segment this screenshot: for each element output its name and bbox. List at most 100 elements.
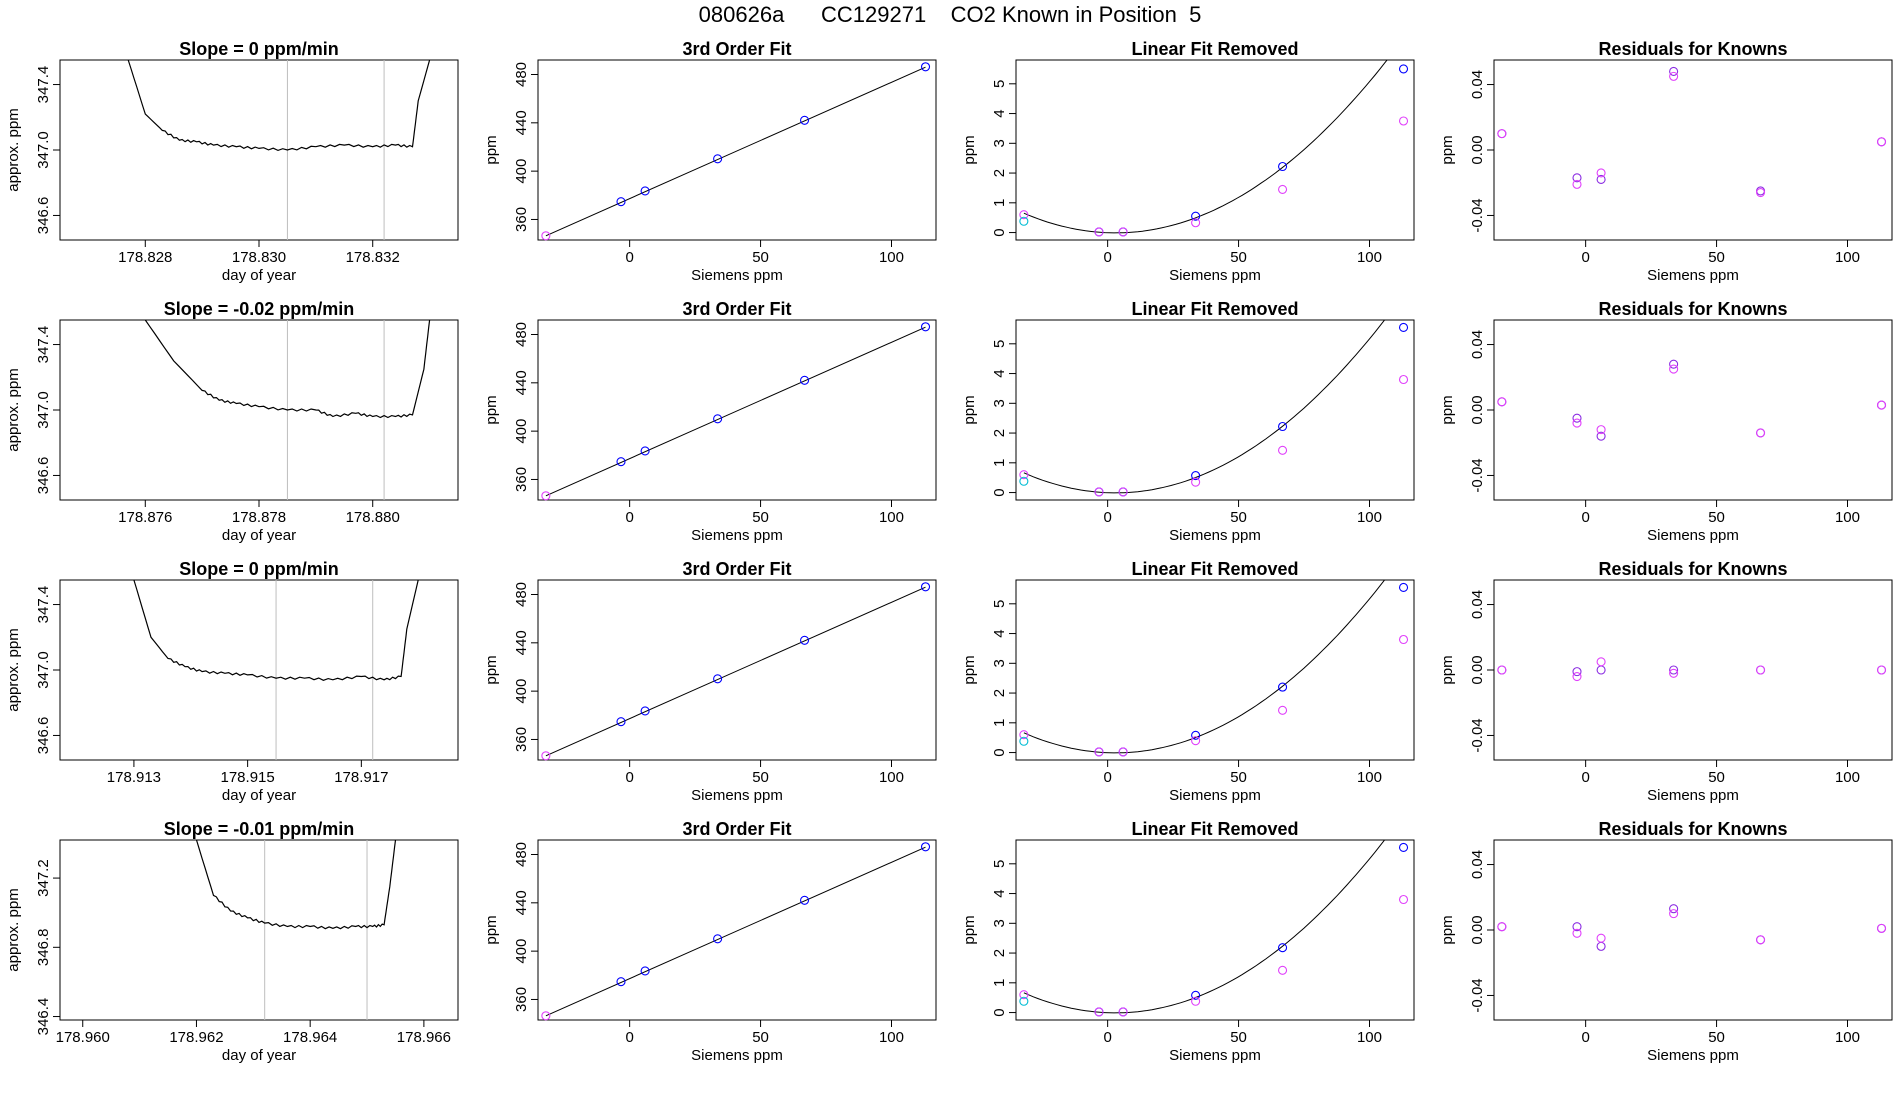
x-tick-label: 0 xyxy=(1581,249,1589,266)
x-axis-label: Siemens ppm xyxy=(1169,1047,1261,1064)
y-tick-label: 347.0 xyxy=(35,391,52,429)
data-point-fit xyxy=(800,375,810,385)
data-point-fit xyxy=(713,674,723,684)
data-point-fit xyxy=(616,717,626,727)
y-axis-label: ppm xyxy=(483,395,500,424)
y-axis-label: ppm xyxy=(1439,915,1456,944)
data-point-magenta xyxy=(1572,179,1582,189)
y-tick-label: 0.04 xyxy=(1469,70,1486,99)
y-tick-label: 0 xyxy=(991,488,1008,496)
plot-frame xyxy=(59,579,459,761)
y-axis-label: ppm xyxy=(483,915,500,944)
x-tick-label: 50 xyxy=(1230,509,1247,526)
data-point-fit xyxy=(616,197,626,207)
y-tick-label: 0.04 xyxy=(1469,850,1486,879)
y-tick-label: 3 xyxy=(991,399,1008,407)
plot-frame xyxy=(59,839,459,1021)
panel-r4-c1: Slope = -0.01 ppm/min 178.960 178.962 178.9… xyxy=(5,819,459,1064)
x-tick-label: 50 xyxy=(752,769,769,786)
x-tick-label: 178.913 xyxy=(107,769,161,786)
data-point-magenta xyxy=(1572,928,1582,938)
y-tick-label: 4 xyxy=(991,889,1008,897)
panel-r3-c1: Slope = 0 ppm/min 178.913 178.915 178.917 34… xyxy=(5,559,459,804)
x-axis-label: day of year xyxy=(222,1047,296,1064)
fit-curve xyxy=(1023,320,1386,494)
plot-frame xyxy=(537,59,937,241)
x-axis-label: Siemens ppm xyxy=(1169,787,1261,804)
y-tick-label: 3 xyxy=(991,919,1008,927)
data-point-low xyxy=(541,491,551,501)
y-tick-label: 3 xyxy=(991,659,1008,667)
data-point-magenta xyxy=(1191,218,1201,228)
data-point-cyan xyxy=(1019,216,1029,226)
data-point-magenta xyxy=(1094,227,1104,237)
data-point-blue xyxy=(1572,173,1582,183)
y-axis-label: ppm xyxy=(961,395,978,424)
data-point-magenta xyxy=(1669,668,1679,678)
data-point-magenta xyxy=(1278,184,1288,194)
data-point-magenta xyxy=(1596,425,1606,435)
data-point-fit xyxy=(713,414,723,424)
x-tick-label: 100 xyxy=(1835,249,1860,266)
x-tick-label: 178.966 xyxy=(397,1029,451,1046)
x-tick-label: 100 xyxy=(1357,249,1382,266)
data-point-magenta xyxy=(1278,965,1288,975)
data-point-magenta xyxy=(1669,364,1679,374)
fit-curve xyxy=(545,326,926,497)
x-tick-label: 178.878 xyxy=(232,509,286,526)
data-point-fit xyxy=(920,322,931,332)
trace-line xyxy=(127,60,431,152)
x-axis-label: Siemens ppm xyxy=(1647,1047,1739,1064)
panel-r4-c2: 3rd Order Fit 0 50 100 360 400 440 480 Siemens p… xyxy=(483,819,937,1064)
x-tick-label: 178.915 xyxy=(221,769,275,786)
panel-title: 3rd Order Fit xyxy=(682,819,791,839)
panel-title: Slope = -0.02 ppm/min xyxy=(164,299,355,319)
data-point-blue xyxy=(1669,359,1679,369)
data-point-blue xyxy=(1596,431,1606,441)
y-axis-label: approx. ppm xyxy=(5,888,22,971)
x-tick-label: 100 xyxy=(1835,1029,1860,1046)
data-point-magenta xyxy=(1572,418,1582,428)
x-tick-label: 178.880 xyxy=(346,509,400,526)
plot-frame xyxy=(59,59,459,241)
panel-title: Residuals for Knowns xyxy=(1598,819,1787,839)
data-point-magenta xyxy=(1094,1007,1104,1017)
data-point-fit xyxy=(713,154,723,164)
data-point-fit xyxy=(920,62,931,72)
data-point-fit xyxy=(800,635,810,645)
y-tick-label: 5 xyxy=(991,340,1008,348)
y-tick-label: 0.00 xyxy=(1469,395,1486,424)
data-point-magenta xyxy=(1756,428,1766,438)
data-point-blue xyxy=(1191,211,1201,221)
data-point-blue xyxy=(1596,665,1606,675)
data-point-magenta xyxy=(1191,736,1201,746)
y-tick-label: 480 xyxy=(513,322,530,347)
plot-area xyxy=(1023,840,1386,1014)
x-tick-label: 50 xyxy=(1230,769,1247,786)
data-point-low xyxy=(541,231,551,241)
y-tick-label: 2 xyxy=(991,169,1008,177)
data-point-blue xyxy=(1572,667,1582,677)
panel-title: Residuals for Knowns xyxy=(1598,559,1787,579)
data-point-blue xyxy=(1398,842,1409,852)
x-tick-label: 178.876 xyxy=(118,509,172,526)
y-tick-label: 0.04 xyxy=(1469,330,1486,359)
data-point-blue xyxy=(1596,174,1606,185)
fit-curve xyxy=(1023,60,1388,234)
y-axis-label: ppm xyxy=(961,135,978,164)
plot-area xyxy=(545,846,926,1017)
y-tick-label: 480 xyxy=(513,62,530,87)
plot-frame xyxy=(537,319,937,501)
plot-frame xyxy=(537,839,937,1021)
plot-area xyxy=(1023,580,1386,754)
y-tick-label: 2 xyxy=(991,429,1008,437)
data-point-cyan xyxy=(1019,736,1029,746)
y-tick-label: 347.2 xyxy=(35,859,52,897)
panel-r4-c3: Linear Fit Removed 0 50 100 0 1 2 3 4 5 Siemens pp… xyxy=(961,819,1415,1064)
y-tick-label: 346.6 xyxy=(35,717,52,755)
x-tick-label: 50 xyxy=(1230,1029,1247,1046)
y-tick-label: 347.0 xyxy=(35,651,52,689)
x-axis-label: Siemens ppm xyxy=(691,267,783,284)
y-tick-label: 347.0 xyxy=(35,131,52,169)
panel-r3-c3: Linear Fit Removed 0 50 100 0 1 2 3 4 5 Siemens pp… xyxy=(961,559,1415,804)
